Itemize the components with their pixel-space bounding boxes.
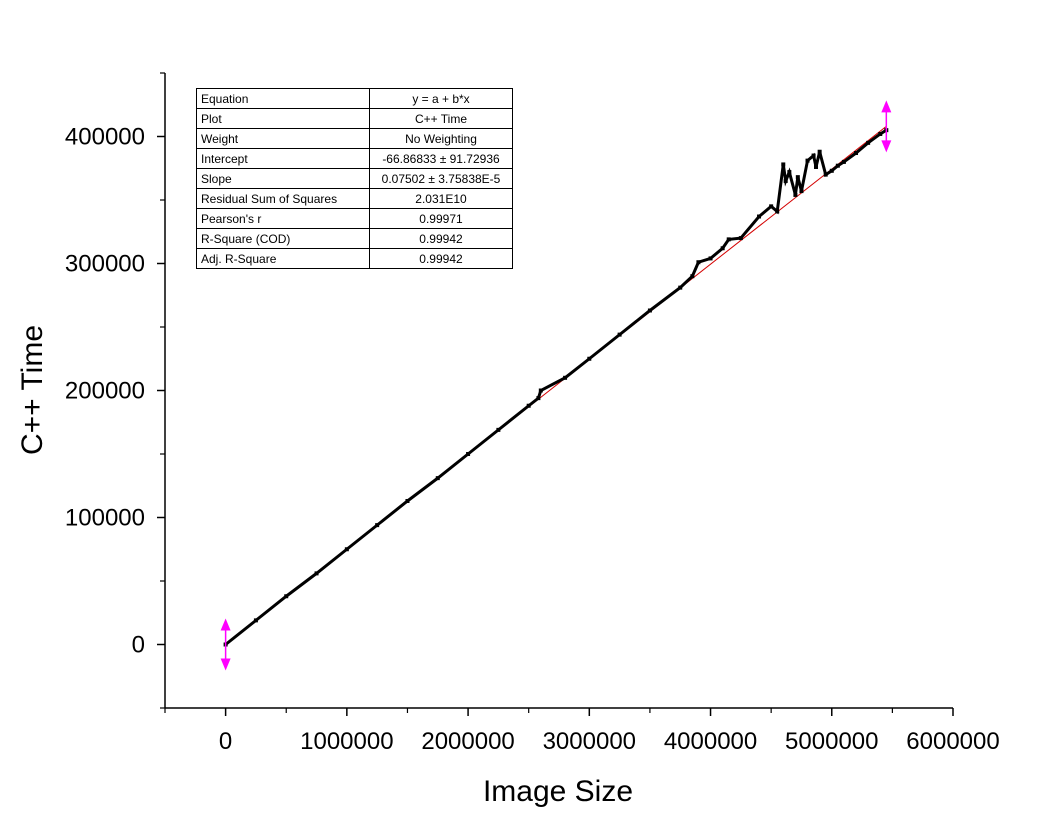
data-point [811, 153, 816, 158]
data-point [841, 159, 846, 164]
data-point [805, 158, 810, 163]
axes: 0 1000000 2000000 3000000 4000000 5000000 6000… [65, 72, 1000, 755]
data-point [720, 246, 725, 251]
data-point [817, 149, 822, 154]
data-point [647, 308, 652, 313]
arrow-up-icon [881, 100, 892, 113]
fit-table-label: Plot [196, 108, 370, 129]
data-point [405, 498, 410, 503]
y-tick-label: 200000 [65, 378, 145, 405]
fit-results-table: Equation y = a + b*x Plot C++ Time Weight No … [196, 88, 513, 269]
data-point [783, 178, 788, 183]
fit-table-label: Residual Sum of Squares [196, 188, 370, 209]
fit-table-value: y = a + b*x [369, 88, 513, 109]
data-point [878, 131, 883, 136]
x-tick-label: 6000000 [906, 728, 999, 755]
data-point [814, 164, 819, 169]
fit-table-row: Weight No Weighting [196, 128, 513, 149]
x-tick-label: 1000000 [300, 728, 393, 755]
data-point [799, 189, 804, 194]
data-point [726, 237, 731, 242]
range-markers [220, 100, 892, 671]
data-point [738, 236, 743, 241]
y-tick-label: 400000 [65, 124, 145, 151]
data-point [466, 452, 471, 456]
arrow-down-icon [881, 140, 892, 153]
data-point [823, 172, 828, 177]
fit-table-value: 0.99942 [369, 228, 513, 249]
x-axis-label: Image Size [483, 775, 633, 808]
data-point [284, 594, 289, 599]
fit-table-row: Plot C++ Time [196, 108, 513, 129]
data-point [757, 214, 762, 219]
data-point [781, 162, 786, 167]
data-point [708, 256, 713, 261]
fit-table-value: No Weighting [369, 128, 513, 149]
data-point [829, 168, 834, 173]
data-point [253, 618, 258, 623]
data-point [690, 274, 695, 279]
fit-table-label: Weight [196, 128, 370, 149]
x-tick-label: 0 [219, 728, 232, 755]
range-marker [220, 618, 231, 671]
data-point [775, 209, 780, 214]
fit-table-row: Intercept -66.86833 ± 91.72936 [196, 148, 513, 169]
x-tick-label: 2000000 [421, 728, 514, 755]
data-point [536, 396, 541, 401]
data-point [344, 547, 349, 552]
x-tick-label: 5000000 [785, 728, 878, 755]
data-point [375, 523, 380, 528]
y-tick-label: 100000 [65, 505, 145, 532]
data-point [787, 170, 792, 175]
fit-table-label: Pearson's r [196, 208, 370, 229]
data-point [526, 403, 531, 408]
x-tick-label: 3000000 [543, 728, 636, 755]
data-point [793, 192, 798, 197]
y-axis-label: C++ Time [16, 325, 49, 455]
fit-table-label: Adj. R-Square [196, 248, 370, 269]
arrow-down-icon [220, 658, 231, 671]
data-points [223, 128, 889, 647]
data-point [435, 476, 440, 481]
fit-table-value: 0.99971 [369, 208, 513, 229]
fit-table-value: 2.031E10 [369, 188, 513, 209]
data-point [563, 375, 568, 380]
fit-table-value: C++ Time [369, 108, 513, 129]
fit-table-row: Pearson's r 0.99971 [196, 208, 513, 229]
data-point [617, 332, 622, 337]
data-point [678, 285, 683, 290]
fit-table-row: Adj. R-Square 0.99942 [196, 248, 513, 269]
fit-table-value: 0.99942 [369, 248, 513, 269]
data-point [587, 356, 592, 361]
data-point [696, 260, 701, 265]
fit-table-value: -66.86833 ± 91.72936 [369, 148, 513, 169]
fit-table-label: Equation [196, 88, 370, 109]
data-point [795, 175, 800, 180]
data-point [769, 204, 774, 209]
data-point [538, 388, 543, 393]
data-point [866, 140, 871, 145]
data-point [835, 163, 840, 168]
data-point [314, 571, 319, 576]
fit-table-label: Intercept [196, 148, 370, 169]
fit-table-row: R-Square (COD) 0.99942 [196, 228, 513, 249]
y-tick-label: 300000 [65, 251, 145, 278]
fit-table-row: Equation y = a + b*x [196, 88, 513, 109]
data-point [496, 427, 501, 432]
arrow-up-icon [220, 618, 231, 631]
fit-table-label: R-Square (COD) [196, 228, 370, 249]
fit-table-label: Slope [196, 168, 370, 189]
range-marker [881, 100, 892, 153]
x-tick-label: 4000000 [664, 728, 757, 755]
fit-table-row: Slope 0.07502 ± 3.75838E-5 [196, 168, 513, 189]
fit-table-row: Residual Sum of Squares 2.031E10 [196, 188, 513, 209]
y-tick-label: 0 [132, 632, 145, 659]
fit-table-value: 0.07502 ± 3.75838E-5 [369, 168, 513, 189]
data-point [854, 151, 859, 156]
